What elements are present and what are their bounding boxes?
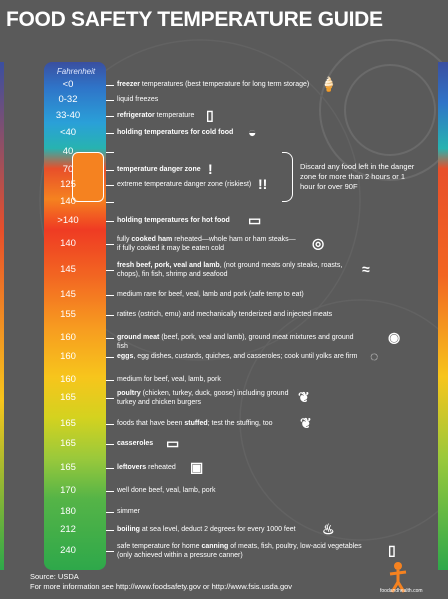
temperature-value: 145 [60,289,76,300]
row-tick [106,202,114,203]
chafing-dish-icon: ▭ [248,212,262,228]
row-tick [106,133,114,134]
temperature-value: 180 [60,506,76,517]
danger-bracket [282,152,293,202]
row-tick [106,380,114,381]
burger-icon: ◉ [388,329,401,345]
row-tick [106,152,114,153]
row-tick [106,170,114,171]
footer-source: Source: USDA [30,572,79,581]
temperature-value: 170 [60,485,76,496]
danger-zone-marker [72,152,104,202]
temperature-value: 160 [60,374,76,385]
row-tick [106,270,114,271]
temperature-description: ground meat (beef, pork, veal and lamb),… [117,334,354,350]
temperature-description: medium rare for beef, veal, lamb and por… [117,291,304,298]
row-tick [106,551,114,552]
temperature-description: poultry (chicken, turkey, duck, goose) i… [117,390,289,406]
ice-cream-icon: 🍦 [320,76,338,92]
row-tick [106,512,114,513]
ham-icon: ◎ [312,235,325,251]
temperature-value: 212 [60,524,76,535]
temperature-value: 160 [60,351,76,362]
temperature-value: 125 [60,179,76,190]
row-tick [106,530,114,531]
row-tick [106,85,114,86]
temperature-description: medium for beef, veal, lamb, pork [117,376,221,383]
row-tick [106,185,114,186]
temperature-description: freezer temperatures (best temperature f… [117,81,310,88]
row-tick [106,221,114,222]
row-tick [106,100,114,101]
row-tick [106,491,114,492]
jar-icon: ▯ [388,542,396,558]
row-tick [106,315,114,316]
temperature-value: 155 [60,309,76,320]
temperature-value: >140 [57,215,79,226]
page-title: FOOD SAFETY TEMPERATURE GUIDE [6,8,383,31]
temperature-description: well done beef, veal, lamb, pork [117,487,216,494]
temperature-description: casseroles [117,440,154,447]
temperature-description: leftovers reheated [117,464,176,471]
exclamation-icon: ! [208,161,213,177]
temperature-value: 70 [62,164,74,175]
temperature-value: 40 [62,146,74,157]
logo-text: foodandhealth.com [380,588,423,594]
temperature-value: 165 [60,462,76,473]
discard-note: Discard any food left in the danger zone… [300,162,415,191]
temperature-description: foods that have been stuffed; test the s… [117,420,273,427]
scale-label: Fahrenheit [56,67,96,76]
eggs-icon: ◌ [370,348,379,364]
temperature-value: 165 [60,438,76,449]
temperature-value: 145 [60,264,76,275]
microwave-icon: ▣ [190,459,204,475]
temperature-description: safe temperature for home canning of mea… [117,543,362,559]
refrigerator-icon: ▯ [206,107,214,123]
double-exclamation-icon: !! [258,176,268,192]
salad-bowl-icon: ◒ [248,124,257,140]
thermometer-bar [44,62,106,570]
row-tick [106,444,114,445]
footer-more-info: For more information see http://www.food… [30,582,293,591]
row-tick [106,424,114,425]
row-tick [106,244,114,245]
logo-figure-icon [389,562,407,593]
casserole-icon: ▭ [166,435,180,451]
temperature-value: 165 [60,392,76,403]
row-tick [106,398,114,399]
temperature-value: 33-40 [55,110,81,121]
stuffed-bird-icon: ❦ [300,415,312,431]
row-tick [106,338,114,339]
temperature-description: refrigerator temperature [117,112,195,119]
temperature-description: fully cooked ham reheated—whole ham or h… [117,236,296,252]
left-color-edge [0,62,4,570]
temperature-value: 165 [60,418,76,429]
temperature-value: <40 [59,127,77,138]
temperature-description: boiling at sea level, deduct 2 degrees f… [117,526,296,533]
temperature-description: simmer [117,508,140,515]
temperature-value: 160 [60,332,76,343]
right-color-bar [438,62,448,570]
row-tick [106,116,114,117]
poultry-icon: ❦ [298,389,310,405]
temperature-value: 240 [60,545,76,556]
temperature-description: eggs, egg dishes, custards, quiches, and… [117,353,358,360]
row-tick [106,295,114,296]
temperature-description: holding temperatures for cold food [117,129,234,136]
pot-icon: ♨ [322,521,335,537]
temperature-value: 140 [60,238,76,249]
temperature-value: <0 [62,79,74,90]
row-tick [106,357,114,358]
temperature-description: holding temperatures for hot food [117,217,230,224]
row-tick [106,468,114,469]
steak-fish-icon: ≈ [362,261,370,277]
temperature-description: ratites (ostrich, emu) and mechanically … [117,311,333,318]
temperature-value: 140 [60,196,76,207]
temperature-description: extreme temperature danger zone (riskies… [117,181,252,188]
temperature-value: 0-32 [58,94,78,105]
footer: Source: USDA For more information see ht… [30,572,292,592]
temperature-description: fresh beef, pork, veal and lamb, (not gr… [117,262,343,278]
temperature-description: temperature danger zone [117,166,201,173]
temperature-description: liquid freezes [117,96,159,103]
